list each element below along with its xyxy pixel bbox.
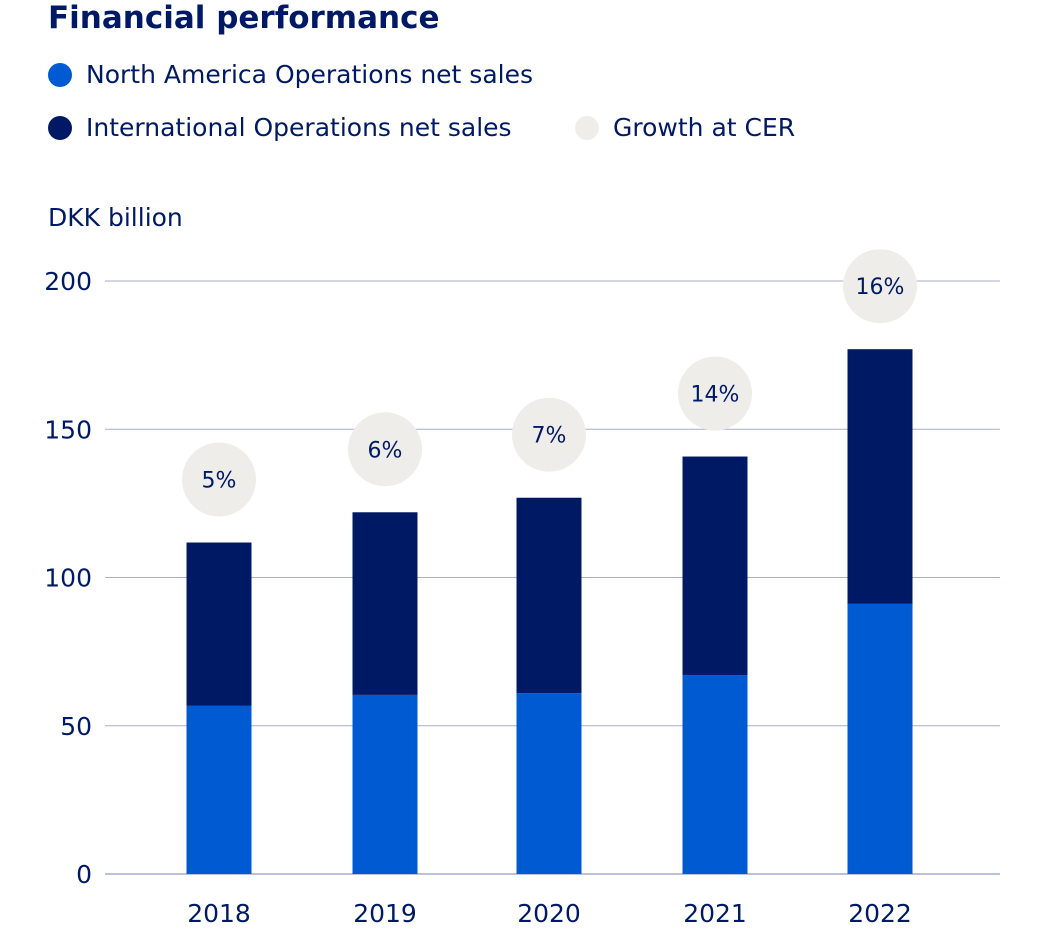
legend-item-growth: Growth at CER bbox=[575, 113, 795, 142]
growth-bubble bbox=[182, 442, 256, 517]
growth-bubble bbox=[843, 249, 917, 324]
legend-label: Growth at CER bbox=[613, 113, 796, 142]
x-tick-label: 2021 bbox=[683, 899, 747, 928]
bar-segment bbox=[516, 497, 582, 694]
bar-segment bbox=[186, 705, 252, 874]
y-tick-label: 0 bbox=[76, 860, 92, 889]
y-tick-label: 50 bbox=[60, 712, 92, 741]
growth-label: 5% bbox=[202, 469, 237, 494]
legend-label: North America Operations net sales bbox=[86, 60, 533, 89]
y-axis-label: DKK billion bbox=[48, 203, 183, 232]
x-tick-label: 2019 bbox=[353, 899, 417, 928]
bar-segment bbox=[847, 603, 913, 874]
y-tick-label: 150 bbox=[44, 415, 92, 444]
y-tick-label: 100 bbox=[44, 564, 92, 593]
growth-label: 14% bbox=[691, 383, 740, 408]
legend-dot-icon bbox=[48, 115, 72, 140]
bar-segment bbox=[847, 349, 913, 604]
x-tick-label: 2018 bbox=[187, 899, 251, 928]
x-tick-label: 2022 bbox=[848, 899, 912, 928]
growth-bubble bbox=[678, 356, 752, 431]
bar-segment bbox=[682, 675, 748, 874]
legend-dot-icon bbox=[48, 62, 72, 87]
growth-bubble bbox=[512, 397, 586, 472]
bar-segment bbox=[352, 512, 418, 695]
bar-segment bbox=[516, 693, 582, 874]
bar-segment bbox=[352, 694, 418, 874]
legend-label: International Operations net sales bbox=[86, 113, 512, 142]
growth-label: 16% bbox=[856, 275, 905, 300]
y-tick-label: 200 bbox=[44, 267, 92, 296]
growth-bubble bbox=[348, 412, 422, 487]
x-tick-label: 2020 bbox=[517, 899, 581, 928]
growth-label: 7% bbox=[532, 424, 567, 449]
bar-segment bbox=[186, 542, 252, 706]
legend-item-international: International Operations net sales bbox=[48, 113, 512, 142]
bar-segment bbox=[682, 456, 748, 676]
chart-title: Financial performance bbox=[48, 0, 440, 36]
legend-item-north-america: North America Operations net sales bbox=[48, 60, 533, 89]
legend-dot-icon bbox=[575, 115, 599, 140]
growth-label: 6% bbox=[368, 438, 403, 463]
